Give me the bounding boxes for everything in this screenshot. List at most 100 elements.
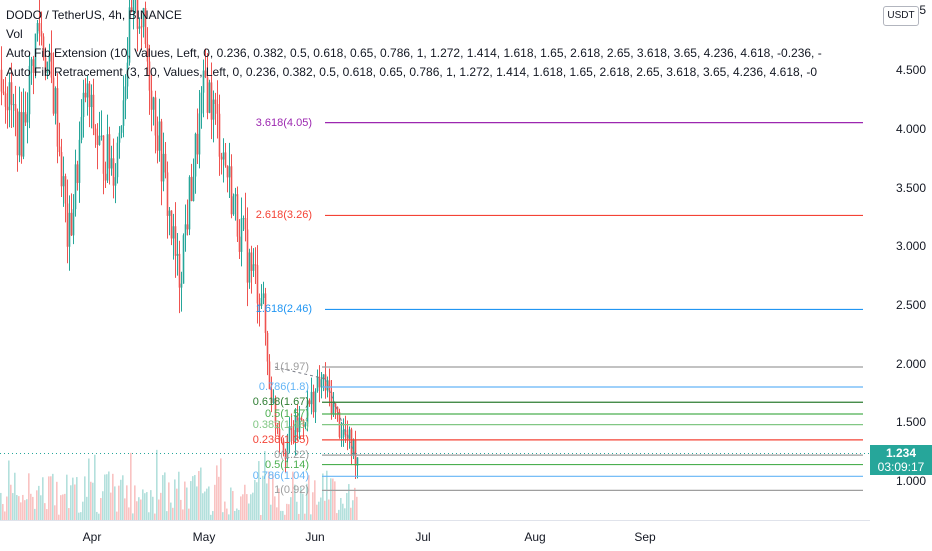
volume-bar — [160, 492, 162, 520]
volume-bar — [316, 504, 318, 520]
volume-bar — [210, 514, 212, 520]
volume-bar — [146, 492, 148, 520]
fib-level-label: 1(1.97) — [274, 361, 309, 374]
candle-body — [54, 88, 57, 114]
candle-body — [8, 82, 11, 111]
candle-body — [52, 77, 55, 114]
candle-body — [290, 426, 293, 431]
volume-bar — [178, 471, 180, 520]
candle-body — [252, 264, 255, 271]
candle-body — [344, 429, 347, 435]
fib-extension-indicator-label[interactable]: Auto Fib Extension (10, Values, Left, 0,… — [6, 46, 822, 60]
volume-bar — [54, 505, 56, 520]
fib-retracement-indicator-label[interactable]: Auto Fib Retracement (3, 10, Values, Lef… — [6, 65, 818, 79]
candle-body — [108, 134, 111, 169]
volume-bar — [294, 484, 296, 520]
fib-level-label: 0.786(1.04) — [252, 470, 309, 483]
candle-body — [198, 113, 201, 155]
volume-bar — [342, 503, 344, 520]
volume-bar — [174, 479, 176, 520]
volume-bar — [276, 507, 278, 520]
candle-body — [46, 61, 49, 74]
volume-bar — [248, 503, 250, 520]
candle-body — [304, 423, 307, 427]
price-axis[interactable]: 5 4.500 4.000 3.500 3.000 2.500 2.000 1.… — [870, 0, 932, 520]
currency-button[interactable]: USDT — [883, 6, 919, 26]
volume-bar — [242, 494, 244, 520]
candle-body — [242, 218, 245, 220]
candle-body — [144, 8, 147, 45]
volume-bar — [254, 479, 256, 520]
candle-body — [114, 177, 117, 186]
candle-body — [266, 332, 269, 362]
candle-body — [120, 125, 123, 133]
candle-body — [50, 52, 53, 78]
volume-bar — [114, 486, 116, 520]
volume-bar — [144, 493, 146, 520]
candle-body — [270, 389, 273, 403]
fib-level-label: 0.382(1.48) — [252, 418, 309, 431]
candle-body — [226, 165, 229, 178]
candle-body — [262, 293, 265, 298]
candle-body — [20, 112, 23, 157]
volume-bar — [26, 499, 28, 520]
candle-body — [216, 103, 219, 114]
volume-bar — [76, 477, 78, 520]
volume-bar — [356, 496, 358, 520]
volume-bar — [280, 510, 282, 520]
volume-bar — [10, 484, 12, 520]
candle-body — [352, 440, 355, 455]
candle-body — [206, 77, 209, 113]
candle-body — [78, 139, 81, 183]
candle-body — [34, 33, 37, 73]
candle-body — [102, 135, 105, 174]
volume-bar — [232, 491, 234, 520]
time-axis[interactable]: Apr May Jun Jul Aug Sep — [0, 520, 870, 551]
candle-body — [190, 177, 193, 201]
symbol-title[interactable]: DODO / TetherUS, 4h, BINANCE — [6, 8, 182, 22]
candle-body — [236, 194, 239, 237]
candle-body — [234, 194, 237, 197]
volume-bar — [198, 471, 200, 520]
candle-body — [306, 400, 309, 424]
candle-body — [142, 8, 145, 27]
volume-bar — [216, 465, 218, 520]
candle-body — [104, 173, 107, 181]
volume-bar — [154, 513, 156, 520]
volume-bar — [226, 508, 228, 520]
volume-bar — [40, 495, 42, 520]
candle-body — [292, 430, 295, 441]
volume-bar — [58, 514, 60, 520]
candle-body — [314, 391, 317, 413]
candle-body — [64, 176, 67, 204]
volume-bar — [82, 501, 84, 520]
candle-body — [264, 293, 267, 333]
volume-indicator-label[interactable]: Vol — [6, 27, 23, 41]
volume-bar — [122, 475, 124, 520]
time-tick: May — [192, 530, 216, 544]
volume-bar — [288, 504, 290, 520]
price-chart-canvas[interactable] — [0, 0, 870, 520]
candle-body — [210, 82, 213, 120]
volume-bar — [212, 511, 214, 520]
volume-bar — [142, 489, 144, 520]
volume-bar — [94, 454, 96, 520]
volume-bar — [48, 476, 50, 520]
volume-bar — [338, 509, 340, 520]
candle-body — [240, 218, 243, 252]
volume-bar — [6, 496, 8, 520]
volume-bar — [162, 475, 164, 520]
candle-body — [84, 92, 87, 98]
volume-bar — [312, 492, 314, 520]
candle-body — [38, 23, 41, 32]
current-price-badge: 1.234 03:09:17 — [870, 445, 932, 475]
volume-bar — [334, 481, 336, 520]
candle-body — [212, 99, 215, 120]
time-tick: Jul — [415, 530, 431, 544]
chart-pane[interactable] — [0, 0, 870, 520]
candle-body — [296, 415, 299, 433]
candle-body — [208, 82, 211, 113]
volume-bar — [124, 498, 126, 520]
candle-body — [44, 57, 47, 74]
candle-body — [224, 152, 227, 166]
